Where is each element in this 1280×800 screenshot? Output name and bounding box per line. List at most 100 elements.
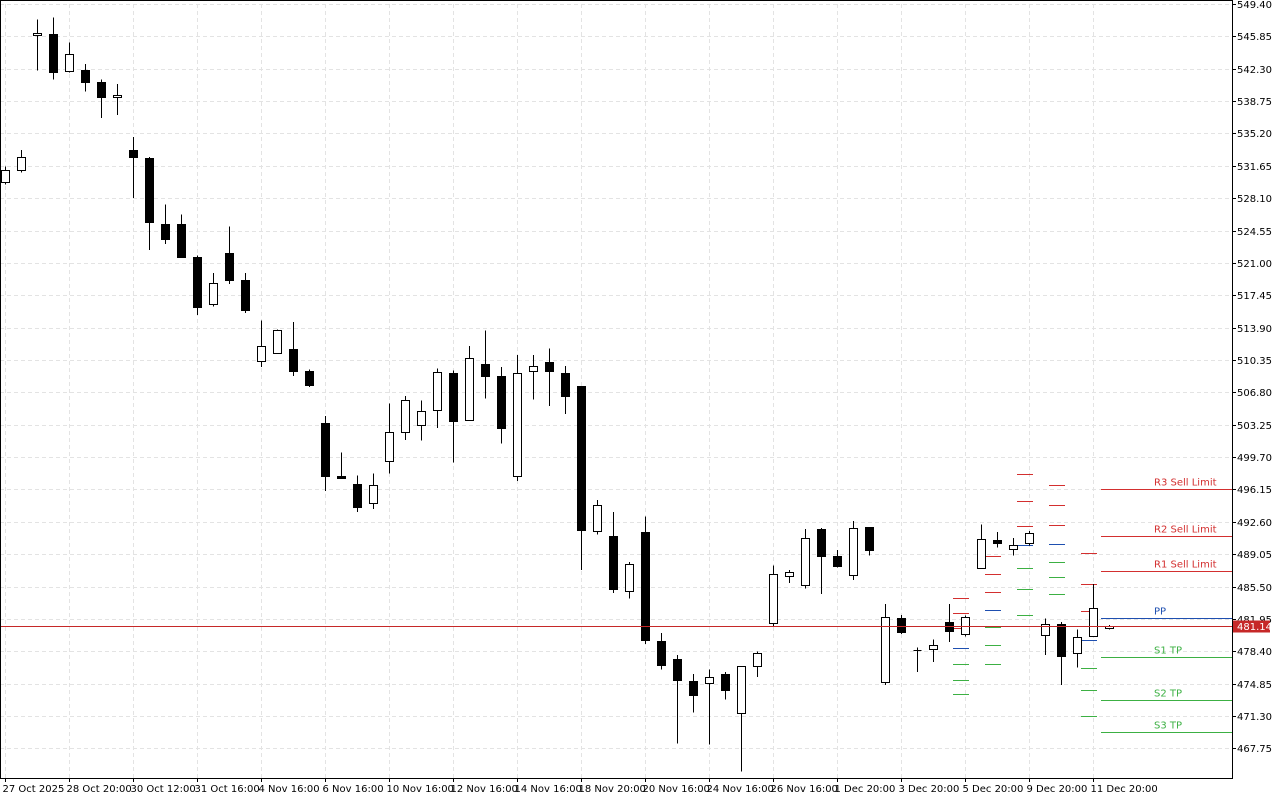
candle-body-bear <box>993 540 1002 544</box>
x-tick-label: 11 Dec 20:00 <box>1091 784 1158 795</box>
candle-body-bull <box>1 170 10 183</box>
pivot-level-label: S1 TP <box>1154 646 1182 657</box>
y-tick-label: 549.40 <box>1237 0 1272 11</box>
y-tick-label: 499.70 <box>1237 453 1272 464</box>
candle-body-bull <box>209 283 218 305</box>
x-tick-label: 12 Nov 16:00 <box>451 784 518 795</box>
plot-area-frame <box>0 0 1233 779</box>
candle-body-bear <box>337 476 346 479</box>
y-tick-label: 489.05 <box>1237 550 1272 561</box>
pivot-level-label: R3 Sell Limit <box>1154 478 1217 489</box>
pivot-levels: R3 Sell Limit R2 Sell Limit R1 Sell Limit P… <box>953 474 1232 733</box>
y-tick-label: 528.10 <box>1237 194 1272 205</box>
candle-body-bear <box>129 150 138 158</box>
candle-body-bear <box>897 618 906 633</box>
candle-body-bull <box>705 677 714 684</box>
candle-body-bear <box>561 373 570 397</box>
candle-body-bear <box>481 364 490 377</box>
candle-body-bull <box>369 485 378 504</box>
x-tick-label: 14 Nov 16:00 <box>515 784 582 795</box>
candle-body-bear <box>145 158 154 223</box>
candle-body-bull <box>513 373 522 477</box>
y-tick-label: 545.85 <box>1237 32 1272 43</box>
y-tick-label: 517.45 <box>1237 291 1272 302</box>
y-tick-label: 496.15 <box>1237 485 1272 496</box>
candle-body-bear <box>241 280 250 311</box>
x-tick-label: 1 Dec 20:00 <box>835 784 896 795</box>
candle-body-bull <box>769 574 778 624</box>
x-tick-label: 3 Dec 20:00 <box>899 784 960 795</box>
y-tick-label: 542.30 <box>1237 65 1272 76</box>
x-tick-label: 27 Oct 2025 <box>3 784 65 795</box>
candle-body-bull <box>1009 545 1018 550</box>
candle-body-bull <box>881 617 890 683</box>
y-tick-label: 503.25 <box>1237 421 1272 432</box>
candle-body-bull <box>273 330 282 354</box>
y-tick-label: 538.75 <box>1237 97 1272 108</box>
candle-body-bear <box>497 376 506 429</box>
candle-body-bull <box>401 400 410 433</box>
candle-body-bull <box>65 54 74 72</box>
x-tick-label: 28 Oct 20:00 <box>67 784 132 795</box>
y-tick-label: 467.75 <box>1237 744 1272 755</box>
x-tick-label: 18 Nov 20:00 <box>579 784 646 795</box>
x-tick-label: 9 Dec 20:00 <box>1027 784 1088 795</box>
candle-body-bear <box>193 257 202 308</box>
x-tick-label: 6 Nov 16:00 <box>323 784 384 795</box>
pivot-level-label: S3 TP <box>1154 721 1182 732</box>
candle-body-bear <box>865 527 874 551</box>
candle-body-bull <box>33 33 42 36</box>
candle-body-bull <box>753 653 762 667</box>
candle-body-bull <box>465 358 474 421</box>
x-tick-label: 26 Nov 16:00 <box>771 784 838 795</box>
candle-body-bear <box>97 82 106 98</box>
candle-body-bear <box>161 224 170 240</box>
candle-body-bear <box>609 536 618 590</box>
pivot-level-label: R2 Sell Limit <box>1154 525 1217 536</box>
candle-body-bear <box>177 224 186 258</box>
candle-body-bear <box>641 532 650 641</box>
y-tick-label: 510.35 <box>1237 356 1272 367</box>
candle-body-bull <box>529 366 538 372</box>
y-tick-label: 471.30 <box>1237 712 1272 723</box>
candle-body-bear <box>721 674 730 691</box>
candle-body-bull <box>385 432 394 462</box>
candle-body-bear <box>321 423 330 477</box>
candle-body-bear <box>833 556 842 567</box>
y-tick-label: 492.60 <box>1237 518 1272 529</box>
candle-body-bull <box>593 505 602 532</box>
candle-body-bull <box>1025 533 1034 544</box>
grid-lines <box>0 4 1232 778</box>
candle-body-bull <box>785 572 794 577</box>
candle-body-bull <box>417 411 426 426</box>
candle-body-bear <box>225 253 234 281</box>
candle-body-bear <box>305 371 314 386</box>
candle-body-bull <box>977 539 986 569</box>
current-price-label: 481.14 <box>1237 622 1272 633</box>
candle-body-bear <box>673 659 682 681</box>
y-tick-label: 524.55 <box>1237 227 1272 238</box>
candle-body-bull <box>737 666 746 714</box>
candle-body-bull <box>929 645 938 650</box>
y-tick-label: 513.90 <box>1237 324 1272 335</box>
y-tick-label: 474.85 <box>1237 680 1272 691</box>
candle-body-bear <box>817 529 826 557</box>
candle-body-bull <box>1041 624 1050 636</box>
candle-body-bull <box>801 538 810 586</box>
candlesticks <box>1 17 1114 772</box>
candle-body-bear <box>1057 624 1066 657</box>
y-tick-label: 521.00 <box>1237 259 1272 270</box>
y-tick-label: 478.40 <box>1237 647 1272 658</box>
x-tick-label: 5 Dec 20:00 <box>963 784 1024 795</box>
candle-body-bear <box>81 70 90 83</box>
pivot-level-label: PP <box>1154 607 1166 618</box>
x-tick-label: 31 Oct 16:00 <box>195 784 260 795</box>
y-tick-label: 531.65 <box>1237 162 1272 173</box>
candle-body-bear <box>545 362 554 372</box>
candle-body-bull <box>257 346 266 362</box>
price-axis[interactable]: 549.40 545.85 542.30 538.75 535.20 531.65 528.… <box>1232 0 1272 755</box>
candle-body-bear <box>657 641 666 666</box>
candle-body-bear <box>689 681 698 696</box>
